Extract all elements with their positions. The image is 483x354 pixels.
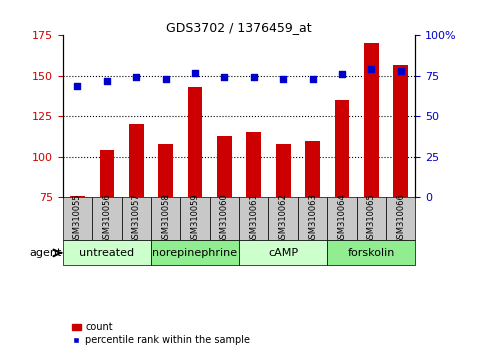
Bar [276, 144, 290, 197]
Text: GSM310059: GSM310059 [190, 193, 199, 244]
Text: GSM310061: GSM310061 [249, 193, 258, 244]
Point [73, 83, 81, 88]
Text: GSM310058: GSM310058 [161, 193, 170, 244]
Bar [158, 144, 173, 197]
Point [309, 76, 316, 82]
Point [250, 75, 257, 80]
Text: GSM310055: GSM310055 [73, 193, 82, 244]
Text: GSM310057: GSM310057 [132, 193, 141, 244]
Bar [180, 197, 210, 240]
Bar [327, 240, 415, 266]
Text: norepinephrine: norepinephrine [153, 248, 238, 258]
Text: GSM310064: GSM310064 [338, 193, 346, 244]
Point [338, 72, 346, 77]
Bar [393, 64, 408, 197]
Point [221, 75, 228, 80]
Text: cAMP: cAMP [268, 248, 298, 258]
Bar [92, 197, 122, 240]
Bar [364, 44, 379, 197]
Bar [386, 197, 415, 240]
Bar [210, 197, 239, 240]
Bar [122, 197, 151, 240]
Bar [305, 141, 320, 197]
Bar [63, 240, 151, 266]
Title: GDS3702 / 1376459_at: GDS3702 / 1376459_at [166, 21, 312, 34]
Point [132, 75, 140, 80]
Bar [356, 197, 386, 240]
Point [279, 76, 287, 82]
Bar [99, 150, 114, 197]
Bar [129, 124, 143, 197]
Text: GSM310063: GSM310063 [308, 193, 317, 244]
Bar [239, 240, 327, 266]
Bar [188, 87, 202, 197]
Point [397, 68, 405, 74]
Text: GSM310066: GSM310066 [396, 193, 405, 244]
Text: forskolin: forskolin [348, 248, 395, 258]
Bar [70, 195, 85, 197]
Bar [239, 197, 269, 240]
Point [103, 78, 111, 84]
Text: GSM310056: GSM310056 [102, 193, 112, 244]
Bar [246, 132, 261, 197]
Text: untreated: untreated [79, 248, 134, 258]
Bar [298, 197, 327, 240]
Legend: count, percentile rank within the sample: count, percentile rank within the sample [68, 319, 254, 349]
Point [162, 76, 170, 82]
Bar [217, 136, 232, 197]
Point [191, 70, 199, 75]
Bar [335, 100, 349, 197]
Point [368, 67, 375, 72]
Text: GSM310065: GSM310065 [367, 193, 376, 244]
Text: agent: agent [29, 248, 61, 258]
Bar [327, 197, 356, 240]
Bar [151, 240, 239, 266]
Text: GSM310062: GSM310062 [279, 193, 288, 244]
Text: GSM310060: GSM310060 [220, 193, 229, 244]
Bar [63, 197, 92, 240]
Bar [151, 197, 180, 240]
Bar [269, 197, 298, 240]
